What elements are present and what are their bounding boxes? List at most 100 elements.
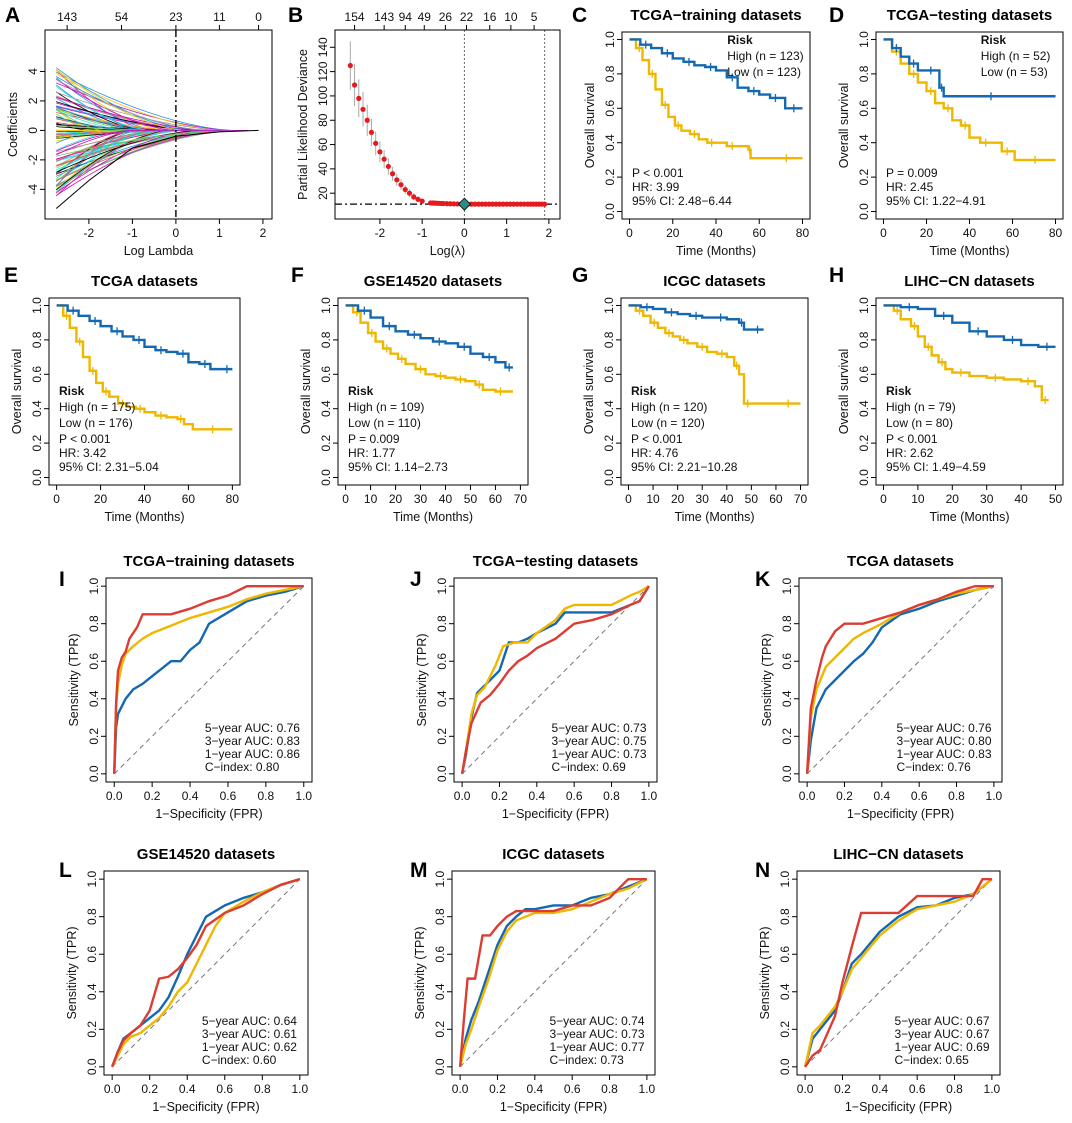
stat-text: 95% CI: 2.21−10.28 — [631, 460, 738, 474]
legend-title: Risk — [59, 384, 85, 398]
optimal-lambda-marker — [457, 197, 471, 211]
x-tick-label: 40 — [709, 226, 723, 240]
y-axis-label: Coefficients — [6, 92, 20, 157]
panel-C: C 0 20 40 60 80 0.0 0.2 0.4 0.6 0.8 1.0 Time (Months… — [572, 4, 811, 258]
top-tick-label: 5 — [531, 10, 538, 24]
x-axis-label: Time (Months) — [393, 510, 473, 524]
y-tick-label: 0.2 — [319, 434, 333, 451]
reference-diagonal — [459, 878, 648, 1068]
panel-F: F 0 10 20 30 40 50 60 70 0.0 0.2 0.4 0.6 0.8 1.0 Time (… — [291, 264, 529, 524]
panel-letter: G — [572, 264, 588, 287]
panel-title: ICGC datasets — [663, 273, 766, 290]
legend-entry: 5−year AUC: 0.76 — [896, 721, 991, 735]
survival-curve — [629, 38, 803, 110]
x-tick-label: 1 — [503, 226, 510, 240]
x-tick-label: 0.8 — [603, 789, 620, 803]
x-tick-label: 0 — [342, 492, 349, 506]
plot-frame — [44, 29, 273, 220]
x-tick-label: 0.8 — [946, 1082, 963, 1096]
y-tick-label: 0.0 — [30, 469, 44, 486]
x-tick-label: 20 — [94, 492, 108, 506]
legend-entry: 3−year AUC: 0.80 — [896, 734, 991, 748]
top-tick-label: 143 — [374, 10, 394, 24]
y-axis-label: Overall survival — [583, 83, 597, 168]
stat-text: P < 0.001 — [886, 432, 938, 446]
c-index-text: C−index: 0.73 — [549, 1053, 624, 1067]
x-axis-label: Time (Months) — [929, 510, 1009, 524]
roc-curve — [460, 585, 650, 775]
y-tick-label: 0.0 — [87, 765, 101, 782]
y-axis-label: Sensitivity (TPR) — [760, 633, 774, 726]
stat-text: HR: 1.77 — [348, 446, 396, 460]
legend-entry: Low (n = 53) — [981, 65, 1048, 79]
x-axis-label: 1−Specificity (FPR) — [845, 1100, 952, 1114]
y-tick-label: 0.2 — [602, 434, 616, 451]
legend-entry: 3−year AUC: 0.75 — [551, 734, 646, 748]
y-tick-label: 0.2 — [857, 434, 871, 451]
survival-curve — [345, 304, 513, 369]
plot-frame — [798, 577, 1003, 783]
legend-entry: Low (n = 176) — [59, 416, 133, 430]
y-tick-label: 0.2 — [433, 1021, 447, 1038]
stat-text: HR: 2.62 — [886, 446, 934, 460]
stat-text: P = 0.009 — [886, 166, 938, 180]
x-tick-label: 0.4 — [528, 789, 545, 803]
roc-curve — [460, 585, 650, 775]
y-tick-label: 0.2 — [30, 434, 44, 451]
x-tick-label: 40 — [1014, 492, 1028, 506]
y-tick-label: 0.2 — [87, 728, 101, 745]
legend-entry: 1−year AUC: 0.62 — [202, 1040, 297, 1054]
deviance-point — [356, 95, 362, 101]
survival-curve — [628, 304, 801, 405]
panel-letter: D — [829, 4, 844, 27]
stat-text: 95% CI: 1.49−4.59 — [886, 460, 986, 474]
y-tick-label: 0.4 — [857, 400, 871, 417]
legend-entry: 1−year AUC: 0.69 — [894, 1040, 989, 1054]
panel-letter: H — [829, 264, 844, 287]
y-tick-label: 0.2 — [435, 728, 449, 745]
top-tick-label: 16 — [483, 10, 497, 24]
x-tick-label: 0.8 — [258, 789, 275, 803]
plot-frame — [451, 870, 656, 1076]
c-index-text: C−index: 0.65 — [894, 1053, 969, 1067]
stat-text: P = 0.009 — [348, 432, 400, 446]
survival-curve — [56, 304, 233, 431]
x-tick-label: 1.0 — [984, 1082, 1001, 1096]
panel-E: E 0 20 40 60 80 0.0 0.2 0.4 0.6 0.8 1.0 Time (Months… — [4, 264, 241, 524]
y-axis-label: Sensitivity (TPR) — [413, 926, 427, 1019]
x-tick-label: 1 — [216, 226, 223, 240]
roc-curve — [111, 878, 301, 1068]
y-tick-label: 1.0 — [435, 577, 449, 594]
deviance-point — [368, 129, 375, 136]
y-tick-label: 0.6 — [319, 366, 333, 383]
x-tick-label: 0 — [626, 226, 633, 240]
x-tick-label: 0.6 — [220, 789, 237, 803]
legend-entry: 3−year AUC: 0.73 — [549, 1027, 644, 1041]
y-tick-label: 0.8 — [857, 331, 871, 348]
deviance-point — [385, 163, 391, 170]
x-tick-label: 0.4 — [871, 1082, 888, 1096]
stat-text: HR: 4.76 — [631, 446, 679, 460]
panel-letter: L — [59, 859, 72, 882]
deviance-point — [373, 140, 379, 146]
y-tick-label: 0.4 — [319, 400, 333, 417]
survival-curve — [629, 38, 803, 160]
deviance-point — [351, 82, 358, 88]
legend-entry: 1−year AUC: 0.77 — [549, 1040, 644, 1054]
y-tick-label: 0.6 — [780, 653, 794, 670]
y-tick-label: 2 — [26, 97, 40, 104]
top-tick-label: 11 — [213, 10, 226, 24]
roc-curve — [805, 584, 994, 774]
x-tick-label: 60 — [1006, 226, 1020, 240]
x-tick-label: 10 — [911, 492, 925, 506]
legend-title: Risk — [631, 384, 657, 398]
x-tick-label: 20 — [671, 492, 685, 506]
x-tick-label: 50 — [464, 492, 478, 506]
y-tick-label: 0.0 — [857, 469, 871, 486]
x-tick-label: 0.8 — [254, 1082, 271, 1096]
y-tick-label: 0.0 — [319, 469, 333, 486]
top-tick-label: 49 — [418, 10, 432, 24]
x-axis-label: Time (Months) — [674, 510, 754, 524]
legend-entry: High (n = 120) — [631, 400, 707, 414]
legend-entry: 3−year AUC: 0.61 — [202, 1027, 297, 1041]
